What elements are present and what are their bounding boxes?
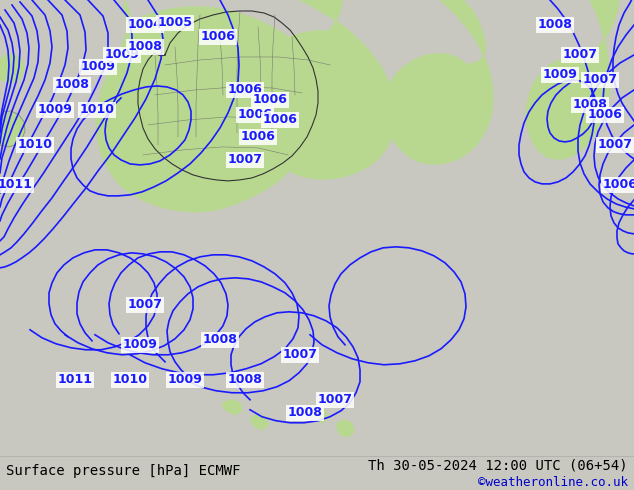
Text: 1008: 1008: [288, 406, 323, 419]
Text: 1007: 1007: [597, 138, 633, 151]
Text: 1007: 1007: [583, 74, 618, 86]
Text: 1009: 1009: [37, 103, 72, 117]
Text: 1010: 1010: [18, 138, 53, 151]
Text: 1009: 1009: [122, 338, 157, 351]
Text: 1006: 1006: [262, 113, 297, 126]
Text: 1011: 1011: [58, 373, 93, 386]
Text: 1009: 1009: [81, 60, 115, 74]
Text: 1007: 1007: [283, 348, 318, 361]
Text: 1008: 1008: [573, 98, 607, 111]
Polygon shape: [222, 400, 242, 415]
Text: Surface pressure [hPa] ECMWF: Surface pressure [hPa] ECMWF: [6, 464, 241, 478]
Text: 1006: 1006: [240, 130, 275, 144]
Polygon shape: [0, 54, 24, 83]
Polygon shape: [336, 420, 354, 437]
Text: 1007: 1007: [127, 298, 162, 311]
Text: 1004: 1004: [127, 19, 162, 31]
Text: 1008: 1008: [202, 333, 238, 346]
Text: 1010: 1010: [79, 103, 115, 117]
Polygon shape: [385, 0, 493, 164]
Text: 1005: 1005: [157, 17, 193, 29]
Polygon shape: [250, 415, 268, 430]
Text: ©weatheronline.co.uk: ©weatheronline.co.uk: [477, 476, 628, 490]
Polygon shape: [526, 0, 619, 159]
Text: 1006: 1006: [228, 83, 262, 97]
Text: 1010: 1010: [112, 373, 148, 386]
Polygon shape: [96, 0, 319, 212]
Text: 1008: 1008: [538, 19, 573, 31]
Polygon shape: [244, 0, 396, 179]
Text: 1006: 1006: [602, 178, 634, 192]
Text: 1006: 1006: [238, 108, 273, 122]
Text: 1008: 1008: [127, 41, 162, 53]
Polygon shape: [309, 408, 328, 423]
Text: 1006: 1006: [252, 94, 287, 106]
Text: Th 30-05-2024 12:00 UTC (06+54): Th 30-05-2024 12:00 UTC (06+54): [368, 458, 628, 472]
Polygon shape: [0, 111, 25, 147]
Text: 1009: 1009: [167, 373, 202, 386]
Text: 1009: 1009: [543, 69, 578, 81]
Text: 1006: 1006: [200, 30, 235, 44]
Text: 1011: 1011: [0, 178, 32, 192]
Text: 1007: 1007: [228, 153, 262, 167]
Text: 1007: 1007: [562, 49, 597, 61]
Text: 1008: 1008: [228, 373, 262, 386]
Text: 1007: 1007: [318, 393, 353, 406]
Text: 1009: 1009: [105, 49, 139, 61]
Text: 1006: 1006: [588, 108, 623, 122]
Text: 1008: 1008: [55, 78, 89, 92]
